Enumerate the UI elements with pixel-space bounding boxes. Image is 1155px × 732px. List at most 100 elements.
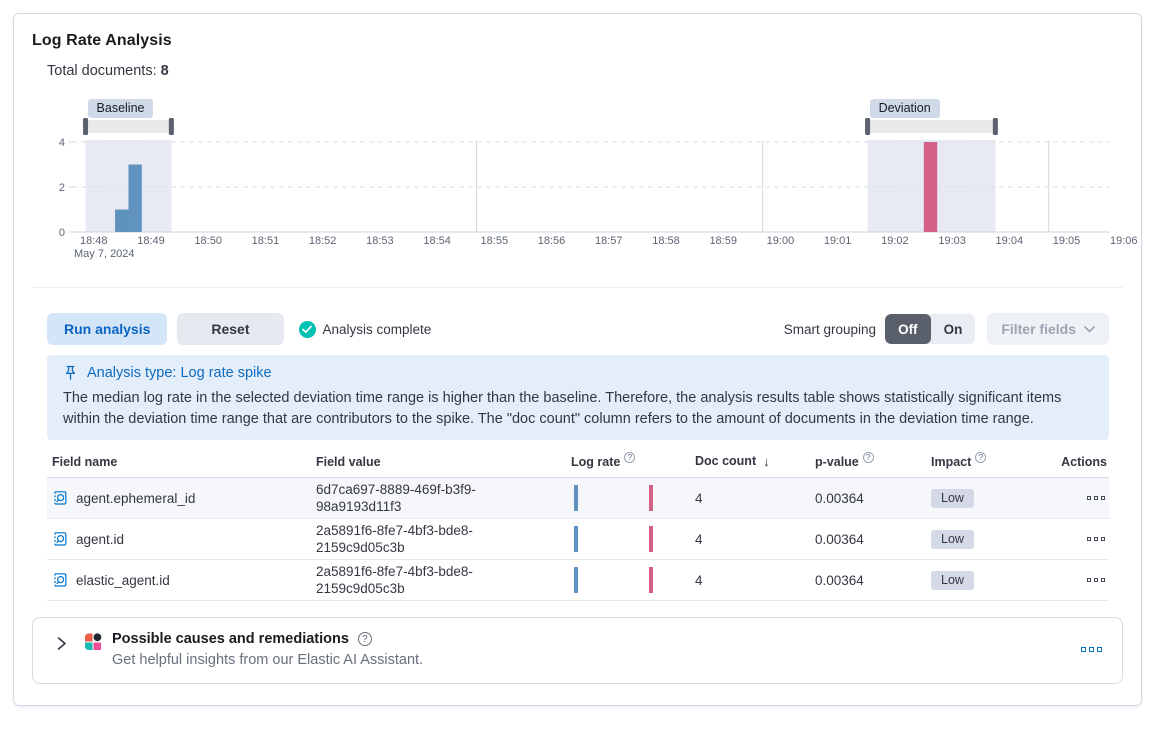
field-value: 6d7ca697-8889-469f-b3f9-98a9193d11f3 [316,482,476,514]
x-tick-label: 18:56 [538,235,566,247]
column-header-impact[interactable]: Impact? [926,451,1052,469]
row-actions-button[interactable] [1087,578,1105,582]
elastic-ai-assistant-icon [85,633,102,650]
x-tick-label: 19:01 [824,235,852,247]
field-name: agent.ephemeral_id [76,490,196,506]
y-tick-label: 2 [59,182,65,194]
x-axis-date-label: May 7, 2024 [74,248,135,260]
info-icon: ? [624,451,636,463]
p-value: 0.00364 [815,572,864,588]
column-header-p-value[interactable]: p-value? [810,451,926,469]
x-tick-label: 18:50 [194,235,222,247]
info-icon: ? [862,451,874,463]
page-title: Log Rate Analysis [32,32,172,49]
help-icon[interactable]: ? [357,632,372,646]
deviation-badge[interactable]: Deviation [869,99,940,118]
field-value: 2a5891f6-8fe7-4bf3-bde8-2159c9d05c3b [316,564,473,596]
x-tick-label: 18:57 [595,235,623,247]
log-rate-mini-histogram [571,566,671,594]
table-row: agent.id 2a5891f6-8fe7-4bf3-bde8-2159c9d… [47,519,1109,560]
deviation-brush-handle-right[interactable] [992,118,998,135]
x-tick-label: 18:49 [137,235,165,247]
baseline-badge[interactable]: Baseline [87,99,154,118]
impact-badge: Low [931,488,974,508]
total-documents: Total documents: 8 [47,63,1109,79]
field-filter-icon[interactable] [52,490,68,506]
divider [32,287,1123,288]
check-icon [298,320,316,338]
x-tick-label: 19:00 [767,235,795,247]
table-header: Field name Field value Log rate? Doc cou… [47,448,1109,478]
smart-grouping-toggle: Off On [885,314,976,344]
table-row: agent.ephemeral_id 6d7ca697-8889-469f-b3… [47,478,1109,519]
baseline-bar [115,209,129,232]
smart-grouping-on-button[interactable]: On [931,314,976,344]
row-actions-button[interactable] [1087,496,1105,500]
column-header-actions: Actions [1061,454,1107,469]
ai-assistant-text: Possible causes and remediations ? Get h… [112,631,423,668]
deviation-bar [923,142,938,232]
doc-count-value: 4 [695,572,703,588]
sort-desc-icon: ↓ [763,454,770,469]
document-count-chart: 0 2 4 18:48 18:49 18:50 18:51 18:52 18:53 18:54 18… [32,87,1138,265]
analysis-toolbar: Run analysis Reset Analysis complete Sma… [47,313,1109,345]
impact-badge: Low [931,570,974,590]
ai-assistant-subtitle: Get helpful insights from our Elastic AI… [112,652,424,668]
x-tick-label: 18:54 [423,235,451,247]
x-tick-label: 18:55 [481,235,509,247]
y-tick-label: 0 [59,227,65,239]
row-actions-button[interactable] [1087,537,1105,541]
x-tick-label: 19:03 [938,235,966,247]
smart-grouping-off-button[interactable]: Off [885,314,931,344]
x-tick-label: 18:52 [309,235,337,247]
smart-grouping-label: Smart grouping [783,321,877,337]
table-row: elastic_agent.id 2a5891f6-8fe7-4bf3-bde8… [47,560,1109,601]
x-tick-label: 19:02 [881,235,909,247]
chevron-right-icon [57,637,66,650]
x-tick-label: 18:53 [366,235,394,247]
info-icon: ? [975,451,987,463]
column-header-doc-count[interactable]: Doc count ↓ [695,454,770,469]
x-tick-label: 18:59 [709,235,737,247]
p-value: 0.00364 [815,531,864,547]
doc-count-value: 4 [695,490,703,506]
column-header-log-rate[interactable]: Log rate? [566,451,690,469]
callout-body: The median log rate in the selected devi… [63,390,1062,427]
x-tick-label: 18:58 [652,235,680,247]
field-filter-icon[interactable] [52,572,68,588]
baseline-brush-handle-right[interactable] [168,118,174,135]
results-table: Field name Field value Log rate? Doc cou… [47,448,1109,601]
baseline-brush-handle-left[interactable] [83,118,89,135]
doc-count-value: 4 [695,531,703,547]
analysis-status: Analysis complete [298,320,432,338]
p-value: 0.00364 [815,490,864,506]
pin-icon [65,365,76,380]
x-tick-label: 19:04 [996,235,1024,247]
column-header-field-value[interactable]: Field value [316,454,381,469]
x-tick-label: 18:48 [80,235,108,247]
log-rate-mini-histogram [571,484,671,512]
x-tick-label: 18:51 [252,235,280,247]
field-name: elastic_agent.id [76,572,170,588]
reset-button[interactable]: Reset [177,313,284,345]
analysis-status-label: Analysis complete [322,321,432,337]
panel-actions-button[interactable] [1081,647,1102,652]
baseline-brush-track[interactable] [85,120,172,133]
ai-assistant-title: Possible causes and remediations [112,631,349,647]
y-tick-label: 4 [59,137,65,149]
field-filter-icon[interactable] [52,531,68,547]
total-documents-label: Total documents: [47,63,157,79]
run-analysis-button[interactable]: Run analysis [47,313,168,345]
analysis-type-callout: Analysis type: Log rate spike The median… [47,355,1109,440]
filter-fields-button[interactable]: Filter fields [987,313,1109,345]
column-header-field-name[interactable]: Field name [52,454,118,469]
deviation-brush-track[interactable] [867,120,996,133]
chart-canvas[interactable]: 0 2 4 18:48 18:49 18:50 18:51 18:52 18:53 18:54 18… [32,87,1138,265]
ai-assistant-panel: Possible causes and remediations ? Get h… [32,617,1123,684]
log-rate-mini-histogram [571,525,671,553]
x-tick-label: 19:05 [1053,235,1081,247]
deviation-brush-handle-left[interactable] [865,118,871,135]
field-name: agent.id [76,531,125,547]
baseline-bar [128,164,142,232]
expand-panel-button[interactable] [53,634,70,656]
